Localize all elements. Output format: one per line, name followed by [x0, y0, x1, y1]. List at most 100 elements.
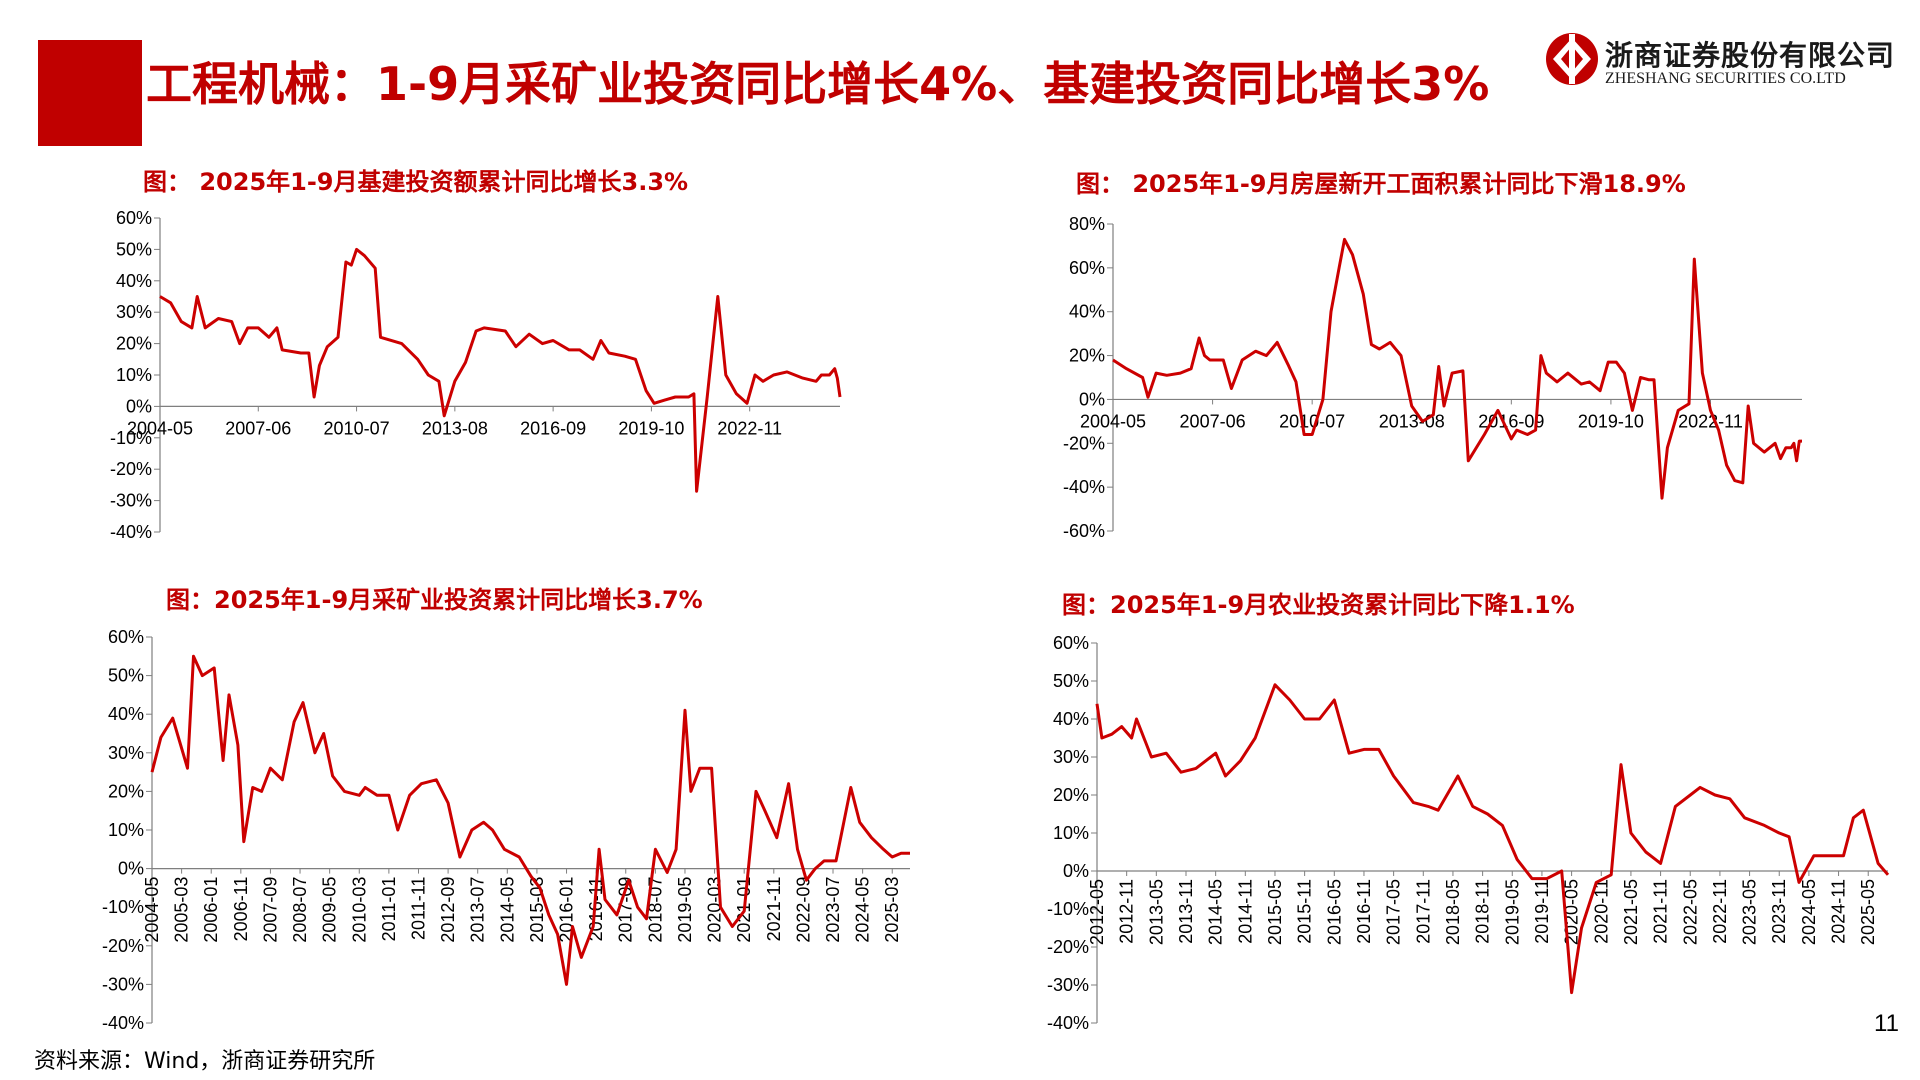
x-tick-label: 2012-09: [438, 877, 458, 943]
x-tick-label: 2023-11: [1769, 879, 1789, 944]
x-tick-label: 2013-07: [468, 877, 488, 943]
x-tick-label: 2019-11: [1532, 879, 1552, 944]
chart-1-title: 图： 2025年1-9月基建投资额累计同比增长3.3%: [143, 168, 689, 196]
series-line: [1112, 237, 1802, 500]
x-tick-label: 2025-03: [882, 877, 902, 943]
x-tick-label: 2006-01: [201, 877, 221, 943]
x-tick-label: 2018-11: [1473, 879, 1493, 944]
y-tick-label: 0%: [118, 859, 144, 879]
x-tick-label: 2012-11: [1117, 879, 1137, 944]
y-tick-label: 30%: [116, 302, 152, 322]
x-tick-label: 2016-09: [520, 418, 586, 438]
y-tick-label: -40%: [1063, 477, 1105, 497]
x-tick-label: 2012-05: [1087, 879, 1107, 945]
y-tick-label: 50%: [108, 666, 144, 686]
y-tick-label: 30%: [108, 743, 144, 763]
x-tick-label: 2024-05: [1799, 879, 1819, 945]
x-tick-label: 2022-09: [793, 877, 813, 943]
x-tick-label: 2015-11: [1295, 879, 1315, 944]
y-tick-label: 0%: [1079, 389, 1105, 409]
x-tick-label: 2019-05: [675, 877, 695, 943]
x-tick-label: 2010-03: [349, 877, 369, 943]
x-tick-label: 2011-11: [408, 877, 428, 940]
x-tick-label: 2022-05: [1680, 879, 1700, 945]
x-tick-label: 2021-11: [1651, 879, 1671, 944]
y-tick-label: 60%: [1053, 633, 1089, 653]
x-tick-label: 2013-11: [1176, 879, 1196, 944]
y-tick-label: -20%: [1047, 937, 1089, 957]
y-tick-label: 30%: [1053, 747, 1089, 767]
y-tick-label: 60%: [116, 208, 152, 228]
y-tick-label: -40%: [110, 522, 152, 542]
logo-company-name-en: ZHESHANG SECURITIES CO.LTD: [1605, 70, 1846, 87]
y-tick-label: 40%: [116, 271, 152, 291]
chart-2-title: 图： 2025年1-9月房屋新开工面积累计同比下滑18.9%: [1076, 170, 1686, 198]
x-tick-label: 2019-10: [1578, 411, 1644, 431]
x-tick-label: 2024-05: [853, 877, 873, 943]
x-tick-label: 2022-11: [1678, 411, 1743, 431]
y-tick-label: -20%: [1063, 433, 1105, 453]
x-tick-label: 2022-11: [1710, 879, 1730, 944]
series-line: [1095, 683, 1890, 995]
x-tick-label: 2016-11: [586, 877, 606, 942]
x-tick-label: 2021-05: [1621, 879, 1641, 945]
y-tick-label: 10%: [116, 365, 152, 385]
x-tick-label: 2014-11: [1235, 879, 1255, 944]
x-tick-label: 2023-07: [823, 877, 843, 943]
x-tick-label: 2021-11: [764, 877, 784, 942]
data-source-note: 资料来源：Wind，浙商证券研究所: [34, 1049, 376, 1074]
y-tick-label: 20%: [1069, 346, 1105, 366]
x-tick-label: 2009-05: [320, 877, 340, 943]
x-tick-label: 2007-06: [1180, 411, 1246, 431]
y-tick-label: -20%: [110, 459, 152, 479]
x-tick-label: 2017-11: [1413, 879, 1433, 944]
x-tick-label: 2018-05: [1443, 879, 1463, 945]
x-tick-label: 2006-11: [231, 877, 251, 942]
y-tick-label: -40%: [102, 1013, 144, 1033]
y-tick-label: 80%: [1069, 214, 1105, 234]
x-tick-label: 2013-08: [422, 418, 488, 438]
y-tick-label: 10%: [108, 820, 144, 840]
x-tick-label: 2011-01: [379, 877, 399, 942]
y-tick-label: -20%: [102, 936, 144, 956]
x-tick-label: 2024-11: [1829, 879, 1849, 944]
y-tick-label: -30%: [1047, 975, 1089, 995]
y-tick-label: 10%: [1053, 823, 1089, 843]
x-tick-label: 2007-09: [260, 877, 280, 943]
y-tick-label: 60%: [1069, 258, 1105, 278]
y-tick-label: 20%: [116, 334, 152, 354]
x-tick-label: 2013-05: [1146, 879, 1166, 945]
y-tick-label: 20%: [108, 781, 144, 801]
chart-3-title: 图：2025年1-9月采矿业投资累计同比增长3.7%: [166, 586, 703, 614]
title-accent-block: [38, 40, 142, 146]
x-tick-label: 2010-07: [1279, 411, 1345, 431]
y-tick-label: 0%: [126, 396, 152, 416]
x-tick-label: 2004-05: [1080, 411, 1146, 431]
chart-4-title: 图：2025年1-9月农业投资累计同比下降1.1%: [1062, 591, 1575, 619]
x-tick-label: 2004-05: [142, 877, 162, 943]
x-tick-label: 2014-05: [497, 877, 517, 943]
company-logo: 浙商证券股份有限公司 ZHESHANG SECURITIES CO.LTD: [1545, 32, 1894, 94]
x-tick-label: 2020-11: [1591, 879, 1611, 944]
x-tick-label: 2004-05: [127, 418, 193, 438]
y-tick-label: 50%: [1053, 671, 1089, 691]
y-tick-label: -10%: [110, 428, 152, 448]
y-tick-label: -10%: [1047, 899, 1089, 919]
y-tick-label: -30%: [102, 974, 144, 994]
x-tick-label: 2010-07: [324, 418, 390, 438]
series-line: [150, 654, 910, 986]
y-tick-label: 60%: [108, 627, 144, 647]
page-number: 11: [1874, 1010, 1899, 1037]
page-title: 工程机械：1-9月采矿业投资同比增长4%、基建投资同比增长3%: [146, 57, 1490, 111]
x-tick-label: 2019-10: [618, 418, 684, 438]
x-tick-label: 2022-11: [717, 418, 782, 438]
x-tick-label: 2016-05: [1324, 879, 1344, 945]
y-tick-label: -30%: [110, 491, 152, 511]
x-tick-label: 2005-03: [172, 877, 192, 943]
x-tick-label: 2023-05: [1740, 879, 1760, 945]
y-tick-label: 20%: [1053, 785, 1089, 805]
y-tick-label: -40%: [1047, 1013, 1089, 1033]
